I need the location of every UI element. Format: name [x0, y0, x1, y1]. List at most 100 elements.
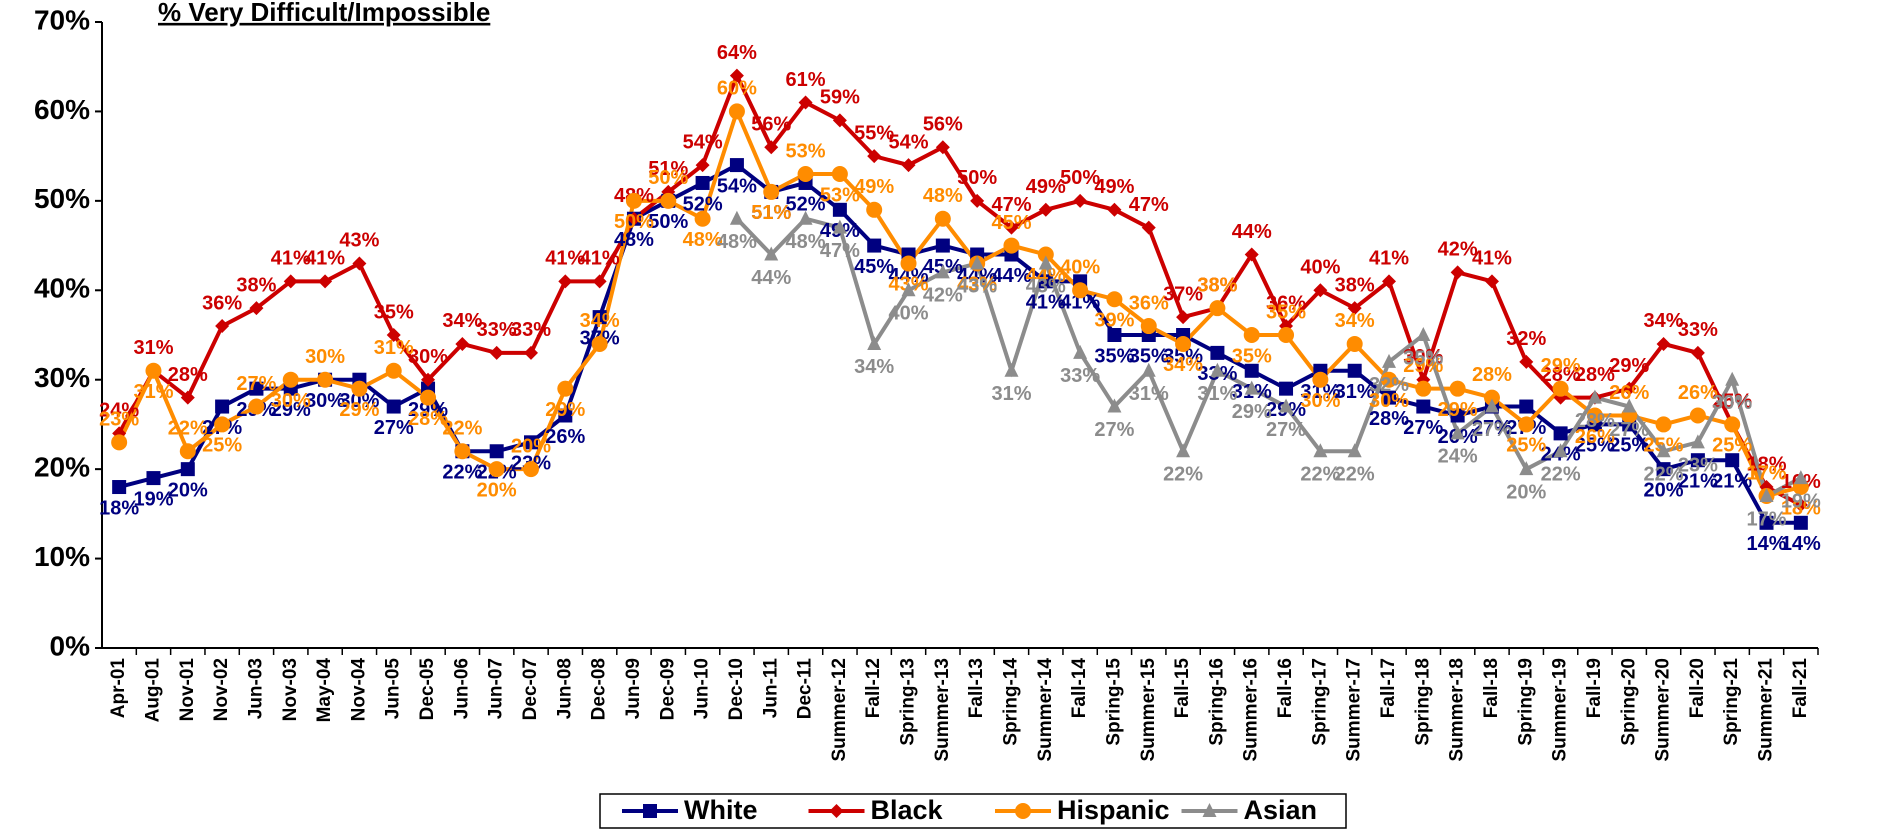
marker	[763, 183, 780, 200]
data-label: 44%	[751, 267, 791, 289]
data-label: 30%	[1403, 346, 1443, 368]
marker	[1381, 371, 1397, 388]
marker	[1450, 408, 1465, 423]
data-label: 27%	[1094, 419, 1134, 441]
data-label: 43%	[1026, 276, 1066, 298]
data-label: 27%	[374, 417, 414, 439]
data-label: 18%	[1747, 453, 1787, 475]
data-label: 35%	[1163, 345, 1203, 367]
marker	[524, 435, 538, 450]
x-tick-label: Nov-04	[348, 658, 369, 722]
legend-label: Black	[871, 795, 944, 825]
marker	[111, 434, 128, 451]
y-tick-label: 30%	[34, 362, 90, 393]
marker	[180, 462, 195, 477]
marker	[695, 175, 710, 190]
data-label: 34%	[442, 310, 482, 332]
x-tick-label: Spring-15	[1103, 658, 1124, 746]
x-tick-label: Spring-14	[1000, 658, 1021, 746]
marker	[1484, 274, 1499, 289]
data-label: 53%	[786, 140, 826, 162]
data-label: 25%	[1712, 391, 1752, 413]
marker	[1519, 399, 1534, 414]
data-label: 22%	[1644, 464, 1684, 486]
marker	[832, 219, 847, 234]
x-tick-label: Jun-06	[451, 658, 472, 719]
data-label: 47%	[820, 240, 860, 262]
marker	[935, 140, 950, 155]
marker	[832, 202, 847, 217]
marker	[1382, 274, 1396, 289]
data-label: 40%	[889, 303, 929, 325]
x-tick-label: Summer-21	[1756, 658, 1777, 762]
marker	[1004, 362, 1019, 377]
series-line	[117, 70, 1802, 507]
marker	[1793, 497, 1808, 512]
marker	[455, 336, 470, 351]
marker	[764, 246, 779, 261]
y-tick-label: 60%	[34, 94, 90, 125]
marker	[489, 345, 504, 360]
data-label: 31%	[1335, 381, 1375, 403]
x-tick-label: Summer-20	[1653, 658, 1674, 762]
marker	[1279, 381, 1294, 396]
data-label: 45%	[991, 212, 1031, 234]
marker	[1244, 247, 1259, 262]
marker	[695, 158, 710, 173]
x-tick-label: Spring-18	[1412, 658, 1433, 746]
data-label: 31%	[1197, 383, 1237, 405]
x-tick-label: Summer-16	[1241, 658, 1262, 762]
marker	[764, 140, 779, 155]
data-label: 36%	[1266, 292, 1306, 314]
data-label: 43%	[339, 230, 379, 252]
marker	[867, 335, 882, 350]
marker	[797, 166, 814, 183]
data-label: 56%	[751, 113, 791, 135]
marker	[1176, 443, 1191, 458]
marker	[1107, 328, 1122, 342]
data-label: 51%	[648, 158, 688, 180]
marker	[386, 328, 401, 342]
data-label: 20%	[168, 479, 208, 501]
marker	[1483, 389, 1500, 406]
marker	[1690, 434, 1705, 449]
marker	[1793, 470, 1808, 485]
x-tick-label: Nov-01	[177, 658, 198, 722]
data-label: 38%	[1335, 274, 1375, 296]
marker	[283, 274, 298, 289]
data-label: 44%	[957, 265, 997, 287]
data-label: 29%	[1609, 355, 1649, 377]
data-label: 25%	[1609, 435, 1649, 457]
x-tick-label: Summer-19	[1550, 658, 1571, 762]
data-label: 48%	[683, 229, 723, 251]
x-tick-label: Jun-10	[692, 658, 713, 719]
marker	[1552, 380, 1569, 397]
x-tick-label: Fall-16	[1275, 658, 1296, 718]
data-label: 48%	[717, 231, 757, 253]
marker	[180, 390, 195, 405]
marker	[1759, 515, 1774, 530]
marker	[558, 408, 573, 423]
marker	[1656, 336, 1671, 351]
data-label: 36%	[202, 292, 242, 314]
x-tick-label: Nov-03	[280, 658, 301, 721]
marker	[935, 264, 950, 279]
data-label: 42%	[1438, 239, 1478, 261]
data-label: 54%	[889, 131, 929, 153]
data-label: 29%	[545, 399, 585, 421]
data-label: 28%	[1369, 408, 1409, 430]
data-label: 33%	[477, 319, 517, 341]
data-label: 30%	[1300, 390, 1340, 412]
data-label: 59%	[820, 87, 860, 109]
data-label: 29%	[271, 399, 311, 421]
marker	[1347, 443, 1362, 458]
marker	[214, 416, 231, 433]
marker	[1073, 344, 1088, 359]
data-label: 41%	[305, 248, 345, 270]
data-label: 35%	[374, 301, 414, 323]
data-label: 51%	[751, 202, 791, 224]
data-label: 20%	[1644, 479, 1684, 501]
data-label: 32%	[1506, 328, 1546, 350]
data-label: 30%	[271, 390, 311, 412]
